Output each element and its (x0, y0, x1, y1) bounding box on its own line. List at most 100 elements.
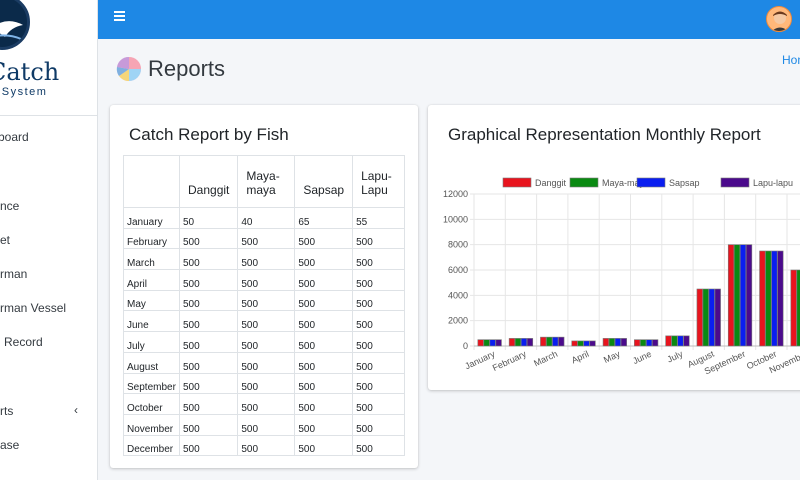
sidebar-item-dashboard[interactable]: board (0, 125, 97, 149)
value-cell: 500 (294, 351, 354, 374)
legend-label: Danggit (535, 178, 567, 188)
legend-swatch (502, 177, 532, 188)
value-cell: 500 (294, 269, 354, 291)
catch-report-table: Danggit Maya-maya Sapsap Lapu-Lapu Janua… (123, 155, 405, 457)
value-cell: 500 (294, 227, 354, 250)
column-header: Danggit (178, 155, 239, 208)
value-cell: 500 (294, 248, 354, 271)
y-tick-label: 4000 (448, 290, 468, 300)
bar (520, 338, 528, 347)
user-avatar[interactable] (766, 6, 792, 32)
table-row: September 500 500 500 500 (123, 372, 405, 395)
x-tick-label: May (602, 349, 622, 365)
column-header: Sapsap (294, 155, 354, 208)
value-cell: 500 (352, 434, 405, 457)
pie-chart-icon (116, 56, 142, 82)
monthly-chart-card: Graphical Representation Monthly Report … (428, 105, 800, 390)
bar (589, 340, 596, 347)
bar (745, 244, 753, 347)
month-cell: August (123, 351, 180, 374)
column-header (123, 155, 180, 208)
brand-subtitle: ng System (0, 86, 48, 98)
bar (620, 338, 627, 347)
bar (614, 338, 621, 347)
catch-report-card: Catch Report by Fish Danggit Maya-maya S… (110, 105, 418, 468)
value-cell: 500 (352, 413, 405, 436)
bar (727, 244, 735, 347)
sidebar-item-fisherman[interactable]: rman (0, 262, 97, 286)
value-cell: 500 (178, 434, 239, 457)
sidebar-item-label: rman (0, 267, 28, 281)
value-cell: 500 (294, 393, 354, 415)
bar (583, 340, 590, 347)
month-cell: September (123, 372, 180, 395)
bar (577, 340, 584, 347)
value-cell: 500 (178, 310, 239, 333)
bar (477, 339, 484, 347)
legend-label: Maya-maya (602, 178, 649, 188)
sidebar-item-catch-record[interactable]: Record (0, 330, 97, 354)
bar (495, 339, 502, 347)
table-row: December 500 500 500 500 (123, 434, 405, 457)
table-row: May 500 500 500 500 (123, 289, 405, 312)
bar (489, 339, 496, 347)
value-cell: 500 (178, 248, 239, 271)
value-cell: 50 (178, 207, 239, 229)
bar (558, 336, 565, 347)
monthly-bar-chart: 020004000600080001000012000JanuaryFebrua… (443, 177, 800, 376)
value-cell: 65 (294, 207, 354, 229)
y-tick-label: 0 (463, 341, 468, 351)
x-tick-label: July (666, 349, 685, 365)
x-tick-label: June (631, 349, 653, 366)
month-cell: July (123, 331, 180, 353)
sidebar-item-fleet[interactable]: et (0, 228, 97, 252)
sidebar-item-label: Record (4, 335, 43, 349)
legend-swatch (636, 177, 666, 188)
y-tick-label: 8000 (448, 240, 468, 250)
y-tick-label: 12000 (443, 189, 468, 199)
brand-logo (0, 0, 30, 50)
value-cell: 500 (178, 331, 239, 353)
table-row: July 500 500 500 500 (123, 331, 405, 353)
sidebar: Catch ng System board nce et rman rman V… (0, 0, 98, 480)
sidebar-item-label: ase (0, 438, 20, 452)
month-cell: December (123, 434, 180, 457)
table-row: November 500 500 500 500 (123, 413, 405, 436)
legend-swatch (569, 177, 599, 188)
sidebar-item-label: et (0, 233, 11, 247)
value-cell: 500 (294, 372, 354, 395)
menu-toggle-icon[interactable] (114, 11, 125, 21)
value-cell: 500 (294, 413, 354, 436)
value-cell: 500 (237, 269, 296, 291)
value-cell: 500 (178, 269, 239, 291)
bar (677, 335, 684, 347)
bar (739, 244, 747, 347)
value-cell: 500 (352, 248, 405, 271)
sidebar-item-maintenance[interactable]: nce (0, 194, 97, 218)
value-cell: 500 (178, 227, 239, 250)
value-cell: 500 (237, 434, 296, 457)
table-header-row: Danggit Maya-maya Sapsap Lapu-Lapu (123, 155, 405, 208)
x-tick-label: April (570, 349, 591, 366)
breadcrumb-home[interactable]: Hon (782, 53, 800, 67)
sidebar-item-label: rts (0, 404, 14, 418)
bar (702, 288, 709, 347)
month-cell: April (123, 269, 180, 291)
sidebar-item-release[interactable]: ase (0, 433, 97, 457)
brand[interactable]: Catch ng System (0, 0, 97, 116)
table-row: October 500 500 500 500 (123, 393, 405, 415)
table-row: June 500 500 500 500 (123, 310, 405, 333)
sidebar-item-reports[interactable]: rts ‹ (0, 399, 97, 423)
bar (608, 338, 615, 347)
value-cell: 500 (178, 351, 239, 374)
table-row: February 500 500 500 500 (123, 227, 405, 250)
bar (759, 250, 766, 347)
bar (508, 338, 516, 347)
value-cell: 500 (352, 331, 405, 353)
value-cell: 500 (178, 289, 239, 312)
value-cell: 500 (237, 310, 296, 333)
month-cell: June (123, 310, 180, 333)
bar (733, 244, 741, 347)
value-cell: 500 (352, 227, 405, 250)
sidebar-item-fisherman-vessel[interactable]: rman Vessel (0, 296, 97, 320)
